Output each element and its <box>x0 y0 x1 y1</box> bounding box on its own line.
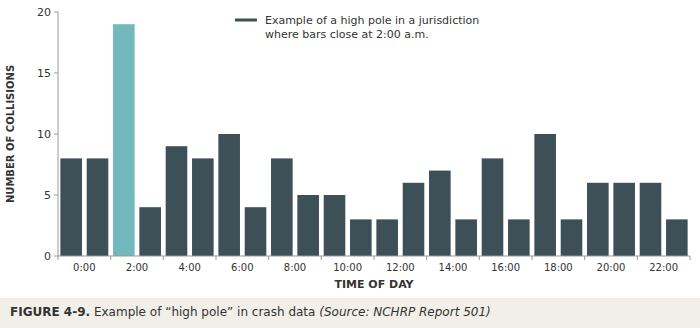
x-group-tick <box>479 256 480 260</box>
x-tick-label: 10:00 <box>333 262 362 273</box>
bar <box>218 134 240 256</box>
x-group-tick <box>58 256 59 260</box>
x-tick-label: 2:00 <box>126 262 148 273</box>
y-tick-label: 0 <box>44 250 51 263</box>
x-group-tick <box>268 256 269 260</box>
bar <box>376 219 398 256</box>
bar <box>139 207 161 256</box>
bar <box>60 158 82 256</box>
legend-line: Example of a high pole in a jurisdiction <box>265 14 479 27</box>
y-tick <box>54 12 58 13</box>
x-tick-label: 8:00 <box>284 262 306 273</box>
y-tick-label: 10 <box>37 128 51 141</box>
x-tick-label: 20:00 <box>597 262 626 273</box>
caption: FIGURE 4-9. Example of “high pole” in cr… <box>10 305 491 319</box>
bar <box>455 219 477 256</box>
x-tick-label: 14:00 <box>439 262 468 273</box>
legend-line: where bars close at 2:00 a.m. <box>265 28 429 41</box>
bars <box>60 24 687 256</box>
caption-strip <box>0 298 700 328</box>
bar <box>297 195 319 256</box>
x-group-tick <box>216 256 217 260</box>
bar <box>113 24 135 256</box>
bar <box>87 158 109 256</box>
x-group-tick <box>321 256 322 260</box>
bar <box>613 183 635 256</box>
y-axis <box>58 12 59 256</box>
x-axis-label: TIME OF DAY <box>334 278 414 291</box>
x-group-tick <box>637 256 638 260</box>
bar <box>350 219 372 256</box>
legend-swatch <box>235 19 257 22</box>
x-tick-label: 16:00 <box>491 262 520 273</box>
bar <box>429 171 451 256</box>
x-tick-label: 18:00 <box>544 262 573 273</box>
bar <box>403 183 425 256</box>
x-group-tick <box>584 256 585 260</box>
bar <box>666 219 688 256</box>
bar <box>482 158 504 256</box>
bar <box>245 207 267 256</box>
legend: Example of a high pole in a jurisdiction… <box>235 14 479 41</box>
x-tick-label: 6:00 <box>231 262 253 273</box>
x-tick-label: 0:00 <box>73 262 95 273</box>
y-tick <box>54 256 58 257</box>
x-group-tick <box>426 256 427 260</box>
y-tick-label: 15 <box>37 67 51 80</box>
caption-part: (Source: NCHRP Report 501) <box>319 305 491 319</box>
bar <box>561 219 583 256</box>
bar <box>324 195 346 256</box>
bar <box>534 134 556 256</box>
bar <box>271 158 293 256</box>
legend-label: Example of a high pole in a jurisdiction… <box>265 14 479 41</box>
bar <box>640 183 662 256</box>
x-tick-label: 12:00 <box>386 262 415 273</box>
caption-part: FIGURE 4-9. <box>10 305 90 319</box>
bar <box>587 183 609 256</box>
y-tick-label: 20 <box>37 6 51 19</box>
y-tick <box>54 73 58 74</box>
x-group-tick <box>532 256 533 260</box>
bar <box>192 158 214 256</box>
caption-part: Example of “high pole” in crash data <box>90 305 319 319</box>
y-axis-label: NUMBER OF COLLISIONS <box>5 65 16 203</box>
x-group-tick <box>110 256 111 260</box>
y-tick <box>54 195 58 196</box>
bar <box>508 219 530 256</box>
x-tick-label: 4:00 <box>178 262 200 273</box>
y-tick-label: 5 <box>44 189 51 202</box>
x-tick-label: 22:00 <box>649 262 678 273</box>
x-group-tick <box>690 256 691 260</box>
chart: 0 5 10 15 20 0:00 2:00 4:00 6:00 8:00 10:00 12:00 14… <box>0 0 700 328</box>
y-tick <box>54 134 58 135</box>
x-group-tick <box>374 256 375 260</box>
bar <box>166 146 188 256</box>
x-group-tick <box>163 256 164 260</box>
